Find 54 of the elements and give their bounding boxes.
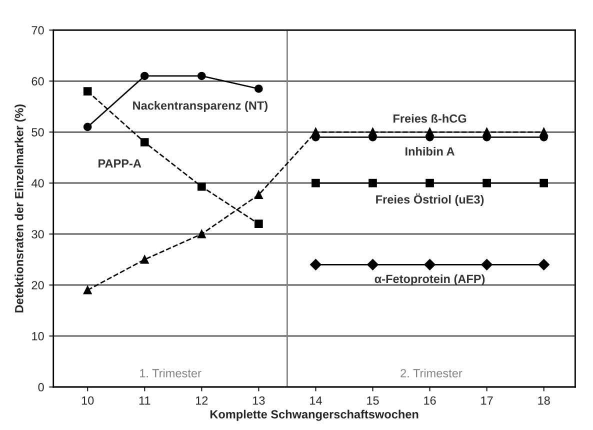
- y-tick-label: 30: [32, 230, 44, 238]
- point: [426, 128, 434, 136]
- y-tick-label: 20: [32, 281, 44, 290]
- point: [424, 259, 436, 270]
- series-label: Nackentransparenz (NT): [133, 101, 268, 112]
- point: [310, 259, 322, 270]
- x-tick-label: 17: [481, 396, 493, 405]
- y-tick-label: 10: [32, 332, 44, 340]
- point: [312, 178, 320, 188]
- point: [482, 128, 491, 136]
- point: [426, 178, 434, 188]
- y-tick-label: 0: [38, 383, 44, 392]
- y-tick-label: 40: [31, 179, 44, 188]
- point: [140, 138, 149, 146]
- point: [197, 182, 206, 191]
- point: [367, 259, 378, 270]
- point: [83, 122, 92, 132]
- point: [368, 178, 377, 188]
- series-label: α-Fetoprotein (AFP): [374, 274, 485, 286]
- point: [197, 72, 206, 80]
- point: [481, 259, 492, 270]
- y-axis-title: Detektionsraten der Einzelmarker (%): [14, 104, 26, 312]
- series-label: PAPP-A: [98, 159, 142, 168]
- series-label: Freies Östriol (uE3): [376, 193, 484, 206]
- x-tick-label: 12: [196, 396, 208, 405]
- y-tick-label: 60: [32, 77, 44, 86]
- point: [540, 128, 548, 136]
- y-tick-label: 50: [32, 128, 44, 136]
- x-axis-title: Komplette Schwangerschaftswochen: [210, 410, 418, 421]
- point: [140, 72, 149, 80]
- annotation: 1. Trimester: [140, 368, 202, 378]
- point: [254, 190, 263, 199]
- x-tick-label: 13: [253, 396, 265, 405]
- x-tick-label: 18: [538, 396, 550, 405]
- point: [538, 259, 550, 270]
- point: [540, 178, 548, 188]
- series-label: Inhibin A: [406, 146, 454, 156]
- point: [368, 128, 377, 136]
- annotation: 2. Trimester: [400, 368, 462, 378]
- x-tick-label: 11: [139, 396, 150, 405]
- series-label: Freies ß-hCG: [394, 114, 466, 123]
- x-tick-label: 14: [310, 396, 322, 405]
- x-tick-label: 10: [82, 396, 94, 405]
- point: [83, 87, 92, 96]
- point: [83, 286, 92, 294]
- point: [482, 178, 491, 188]
- x-tick-label: 15: [367, 396, 379, 405]
- point: [140, 255, 149, 264]
- point: [197, 230, 206, 238]
- point: [312, 128, 320, 136]
- point: [254, 84, 263, 93]
- y-tick-label: 70: [32, 26, 44, 34]
- point: [254, 220, 263, 228]
- x-tick-label: 16: [424, 396, 436, 405]
